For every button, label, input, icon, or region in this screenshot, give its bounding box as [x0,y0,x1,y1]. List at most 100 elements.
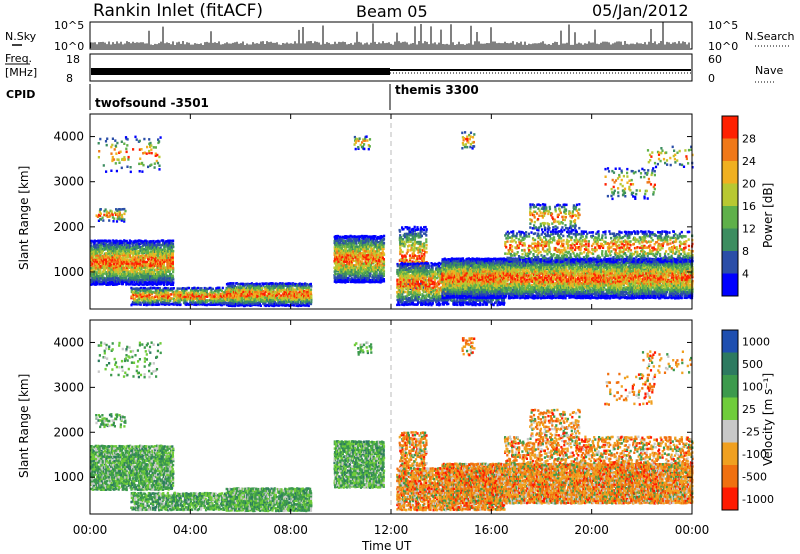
heatmap-cell [184,297,187,301]
heatmap-cell [373,270,376,273]
heatmap-cell [281,304,284,307]
heatmap-cell [167,262,170,265]
heatmap-cell [249,294,252,298]
heatmap-cell [296,292,299,296]
heatmap-cell [123,207,126,211]
heatmap-cell [289,282,292,285]
heatmap-cell [161,243,164,247]
heatmap-cell [162,258,165,261]
heatmap-cell [281,296,284,299]
heatmap-cell [334,279,338,282]
heatmap-cell [373,278,376,281]
heatmap-cell [297,286,300,290]
heatmap-cell [352,243,355,247]
heatmap-cell [413,254,416,257]
heatmap-cell [365,234,368,238]
heatmap-cell [113,243,117,246]
heatmap-cell [381,274,384,278]
heatmap-cell [274,303,277,307]
heatmap-cell [411,275,414,278]
heatmap-cell [337,269,340,273]
heatmap-cell [399,284,402,288]
heatmap-cell [266,286,269,289]
heatmap-cell [192,293,195,296]
heatmap-cell [358,272,361,276]
heatmap-cell [335,266,338,270]
heatmap-cell [230,284,233,288]
heatmap-cell [341,257,344,260]
heatmap-cell [145,274,148,278]
heatmap-cell [172,239,175,242]
heatmap-cell [158,168,161,171]
heatmap-cell [141,283,144,286]
heatmap-cell [409,282,413,285]
heatmap-cell [159,300,163,304]
heatmap-cell [338,253,341,256]
heatmap-cell [222,299,225,303]
heatmap-cell [421,282,424,286]
heatmap-cell [336,280,339,284]
heatmap-cell [91,278,94,282]
heatmap-cell [116,250,119,254]
heatmap-cell [403,260,406,264]
heatmap-cell [126,265,129,268]
heatmap-cell [304,290,307,293]
heatmap-cell [131,250,134,253]
heatmap-cell [119,250,122,253]
heatmap-cell [364,137,367,140]
heatmap-cell [371,253,374,257]
heatmap-cell [358,266,361,270]
heatmap-cell [405,259,408,262]
heatmap-cell [162,289,165,292]
heatmap-cell [168,301,171,305]
heatmap-cell [297,302,300,305]
heatmap-cell [404,284,407,287]
heatmap-cell [116,268,119,271]
heatmap-cell [306,295,309,299]
heatmap-cell [339,273,342,277]
heatmap-cell [401,256,404,259]
heatmap-cell [121,215,124,219]
heatmap-cell [95,262,98,266]
heatmap-cell [404,276,407,279]
heatmap-cell [156,297,159,300]
heatmap-cell [296,298,299,301]
heatmap-cell [112,246,115,249]
heatmap-cell [232,294,235,297]
heatmap-cell [383,234,386,238]
heatmap-cell [401,244,404,247]
heatmap-cell [105,170,108,173]
heatmap-cell [104,140,108,143]
heatmap-cell [156,272,159,276]
heatmap-cell [413,225,416,229]
heatmap-cell [412,288,415,292]
heatmap-cell [234,298,237,302]
heatmap-cell [286,286,289,289]
heatmap-cell [405,303,408,306]
heatmap-cell [417,267,421,270]
heatmap-cell [200,292,203,296]
heatmap-cell [310,285,313,288]
heatmap-cell [417,297,420,301]
heatmap-cell [140,264,143,267]
heatmap-cell [350,277,353,280]
heatmap-cell [369,279,372,282]
heatmap-cell [267,302,270,305]
heatmap-cell [150,144,153,147]
heatmap-cell [202,291,205,294]
heatmap-cell [166,264,169,268]
heatmap-cell [403,278,406,282]
heatmap-cell [192,297,195,300]
heatmap-cell [371,241,374,244]
heatmap-cell [419,269,423,272]
heatmap-cell [355,243,358,246]
heatmap-cell [123,218,126,221]
heatmap-cell [357,255,361,258]
heatmap-cell [131,302,134,306]
heatmap-cell [375,237,378,240]
heatmap-cell [259,298,262,301]
heatmap-cell [162,276,165,279]
heatmap-cell [247,283,250,286]
heatmap-cell [423,254,426,258]
heatmap-cell [98,240,101,243]
